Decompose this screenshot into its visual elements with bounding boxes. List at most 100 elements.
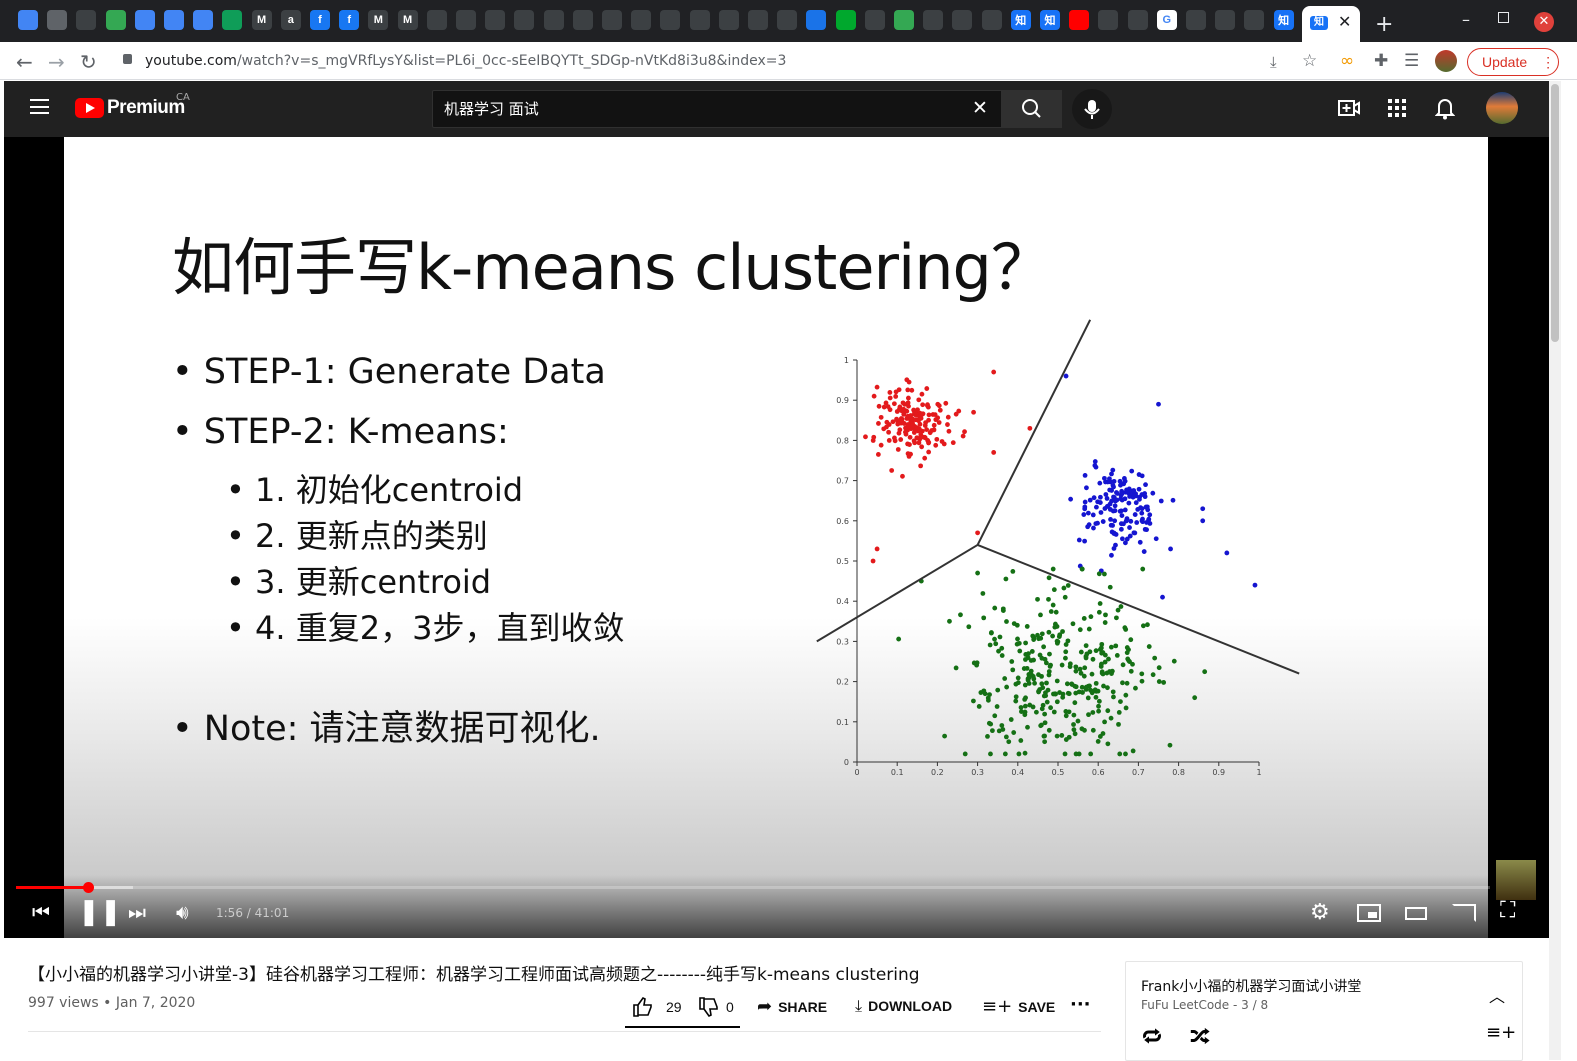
forward-icon[interactable]: → — [48, 50, 65, 74]
eye-icon[interactable] — [777, 10, 798, 30]
gmail-icon[interactable]: M — [397, 10, 418, 30]
eye-icon[interactable] — [485, 10, 506, 30]
search-tab-icon[interactable] — [1215, 10, 1236, 30]
create-video-icon[interactable] — [1337, 98, 1361, 118]
data-point — [1200, 506, 1206, 512]
close-window-icon[interactable]: ✕ — [1534, 12, 1554, 32]
leaf-icon[interactable] — [894, 10, 914, 30]
grid-icon[interactable] — [47, 10, 68, 30]
dislike-button[interactable]: 0 — [698, 996, 734, 1018]
drive-icon[interactable] — [105, 10, 126, 30]
playlist-title[interactable]: Frank小小福的机器学习面试小讲堂 — [1141, 979, 1362, 995]
eye-icon[interactable] — [748, 10, 768, 30]
maximize-icon[interactable] — [1498, 12, 1509, 23]
bookmark-star-icon[interactable]: ☆ — [1302, 51, 1318, 71]
progress-bar[interactable] — [16, 886, 1490, 889]
voice-search-button[interactable] — [1072, 89, 1112, 129]
github-icon[interactable] — [923, 10, 944, 30]
eye-icon[interactable] — [602, 10, 622, 30]
infinity-icon[interactable] — [981, 10, 1002, 30]
notifications-bell-icon[interactable] — [1435, 96, 1455, 120]
eye-icon[interactable] — [660, 10, 681, 30]
hex-icon[interactable] — [426, 10, 447, 30]
hex-icon[interactable] — [864, 10, 885, 30]
next-icon[interactable]: ⏭ — [128, 900, 146, 924]
hex-icon[interactable] — [456, 10, 476, 30]
collapse-chevron-icon[interactable]: ︿ — [1489, 987, 1506, 1006]
close-tab-icon[interactable]: ✕ — [1338, 12, 1352, 31]
search-input[interactable] — [432, 90, 1002, 128]
progress-scrubber[interactable] — [83, 882, 94, 893]
docs-icon[interactable] — [134, 10, 155, 30]
back-icon[interactable]: ← — [16, 50, 33, 74]
previous-icon[interactable]: ⏮ — [32, 900, 50, 924]
shuffle-icon[interactable]: 🔀︎ — [1190, 1025, 1210, 1049]
playlist-save-icon[interactable]: ≡+ — [1486, 1022, 1517, 1043]
eye-icon[interactable] — [689, 10, 710, 30]
blue-square-icon[interactable] — [18, 10, 38, 30]
gmail-icon[interactable]: M — [251, 10, 272, 30]
volume-icon[interactable]: 🔊︎ — [176, 900, 189, 924]
diamond-icon[interactable] — [806, 10, 827, 30]
youtube-logo[interactable]: Premium — [75, 97, 185, 119]
eye-icon[interactable] — [572, 10, 593, 30]
evernote-icon[interactable] — [835, 10, 856, 30]
gmail-icon[interactable]: M — [368, 10, 389, 30]
download-button[interactable]: ⤓ DOWNLOAD — [855, 996, 953, 1015]
lock-icon[interactable] — [123, 54, 132, 64]
share-button[interactable]: ➦ SHARE — [757, 996, 828, 1017]
more-vertical-icon[interactable]: ⋮ — [1541, 53, 1556, 70]
eye-icon[interactable] — [631, 10, 652, 30]
like-button[interactable]: 29 — [632, 996, 682, 1018]
docs-icon[interactable] — [193, 10, 214, 30]
reading-list-icon[interactable]: ☰ — [1404, 51, 1420, 71]
loop-icon[interactable]: 🔁︎ — [1142, 1025, 1162, 1049]
data-point — [1105, 708, 1111, 714]
update-button[interactable]: Update ⋮ — [1467, 48, 1559, 76]
amazon-icon[interactable]: a — [280, 10, 301, 30]
miniplayer-icon[interactable] — [1357, 904, 1381, 922]
url-field[interactable]: youtube.com/watch?v=s_mgVRfLysY&list=PL6… — [145, 53, 787, 69]
account-avatar[interactable] — [1486, 92, 1518, 124]
active-tab[interactable]: 知 ✕ — [1302, 6, 1360, 42]
eye-icon[interactable] — [718, 10, 739, 30]
theater-mode-icon[interactable] — [1405, 907, 1427, 920]
install-icon[interactable]: ⤓ — [1270, 53, 1277, 71]
eye-icon[interactable] — [514, 10, 535, 30]
cast-icon[interactable] — [1452, 904, 1476, 922]
eye-icon[interactable] — [543, 10, 564, 30]
sheets-icon[interactable] — [222, 10, 243, 30]
reload-icon[interactable]: ↻ — [80, 50, 97, 74]
zhihu-icon[interactable]: 知 — [1273, 10, 1294, 30]
clear-search-icon[interactable]: ✕ — [972, 97, 988, 119]
playlist-subtitle[interactable]: FuFu LeetCode - 3 / 8 — [1141, 998, 1269, 1012]
more-actions-icon[interactable]: ··· — [1070, 994, 1091, 1015]
docs-icon[interactable] — [164, 10, 184, 30]
apps-grid-icon[interactable] — [1388, 99, 1406, 117]
scrollbar-thumb[interactable] — [1551, 84, 1559, 342]
profile-avatar[interactable] — [1435, 50, 1457, 72]
extension-infinity-icon[interactable]: ∞ — [1340, 51, 1355, 71]
zhihu-icon[interactable]: 知 — [1040, 10, 1060, 30]
facebook-icon[interactable]: f — [339, 10, 360, 30]
circle-icon[interactable] — [1098, 10, 1119, 30]
power-icon[interactable] — [1127, 10, 1148, 30]
google-icon[interactable]: G — [1156, 10, 1177, 30]
youtube-icon[interactable] — [1069, 10, 1090, 30]
menu-hamburger-icon[interactable] — [30, 99, 49, 114]
search-button[interactable] — [1002, 90, 1062, 128]
pause-icon[interactable]: ❚❚ — [78, 897, 122, 927]
settings-gear-icon[interactable]: ⚙ — [1310, 900, 1330, 925]
save-button[interactable]: ≡+ SAVE — [982, 996, 1056, 1017]
facebook-icon[interactable]: f — [310, 10, 330, 30]
zhihu-icon[interactable]: 知 — [1010, 10, 1031, 30]
github-icon[interactable] — [952, 10, 973, 30]
circle-icon[interactable] — [1244, 10, 1265, 30]
fullscreen-icon[interactable]: ⛶ — [1500, 898, 1516, 923]
new-tab-button[interactable]: + — [1375, 12, 1394, 37]
extensions-puzzle-icon[interactable]: ✚ — [1374, 51, 1389, 71]
weibo-icon[interactable] — [1186, 10, 1206, 30]
circle-icon[interactable] — [76, 10, 97, 30]
channel-watermark[interactable] — [1496, 860, 1536, 900]
minimize-icon[interactable]: – — [1462, 10, 1470, 29]
